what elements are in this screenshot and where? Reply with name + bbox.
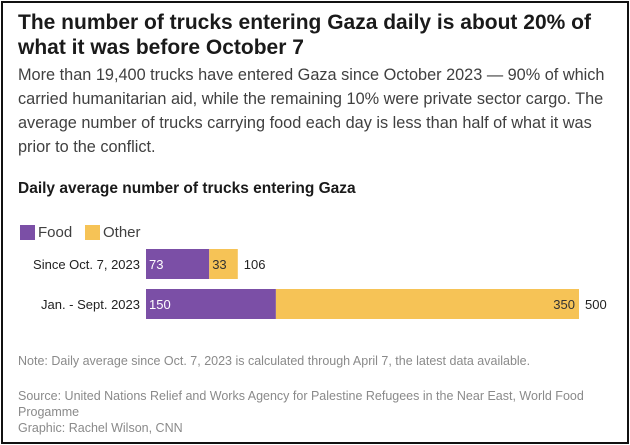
total-label-jan-sept-2023: 500 (585, 297, 607, 312)
bar-food-jan-sept-2023 (146, 289, 276, 319)
data-label-other-jan-sept-2023: 350 (553, 297, 575, 312)
chart-title: Daily average number of trucks entering … (18, 180, 356, 197)
stacked-bar-chart: Since Oct. 7, 2023 73 33 106 Jan. - Sept. 20… (33, 249, 607, 319)
dek-text: More than 19,400 trucks have entered Gaz… (18, 66, 605, 156)
total-label-since-oct-7-2023: 106 (244, 257, 266, 272)
headline: The number of trucks entering Gaza daily… (18, 11, 591, 59)
category-label-since-oct-7-2023: Since Oct. 7, 2023 (33, 257, 140, 272)
source-line: Source: United Nations Relief and Works … (18, 389, 584, 419)
chart-note: Note: Daily average since Oct. 7, 2023 i… (18, 354, 531, 368)
data-label-food-since-oct-7-2023: 73 (149, 257, 163, 272)
data-label-other-since-oct-7-2023: 33 (212, 257, 226, 272)
bar-other-jan-sept-2023 (275, 289, 579, 319)
bar-food-since-oct-7-2023 (146, 249, 210, 279)
category-label-jan-sept-2023: Jan. - Sept. 2023 (41, 297, 140, 312)
legend-swatch-food (20, 225, 35, 240)
graphic-credit: Graphic: Rachel Wilson, CNN (18, 421, 183, 435)
legend-label-food: Food (38, 224, 73, 241)
legend-label-other: Other (103, 224, 141, 241)
bar-other-since-oct-7-2023 (209, 249, 238, 279)
data-label-food-jan-sept-2023: 150 (149, 297, 171, 312)
legend-swatch-other (85, 225, 100, 240)
